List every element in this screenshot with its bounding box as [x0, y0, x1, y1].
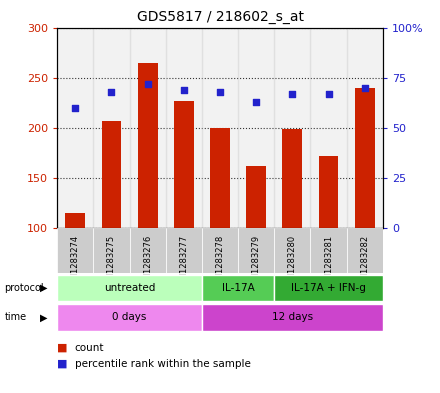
Bar: [57, 228, 93, 273]
Bar: [202, 304, 383, 331]
Text: GSM1283280: GSM1283280: [288, 235, 297, 291]
Text: ■: ■: [57, 358, 68, 369]
Bar: [129, 228, 166, 273]
Point: [72, 105, 79, 111]
Text: untreated: untreated: [104, 283, 155, 293]
Bar: [138, 62, 158, 228]
Text: GSM1283274: GSM1283274: [71, 235, 80, 291]
Bar: [102, 121, 121, 228]
Text: ▶: ▶: [40, 283, 47, 293]
Bar: [311, 228, 347, 273]
Bar: [311, 28, 347, 228]
Bar: [246, 166, 266, 228]
Bar: [93, 28, 129, 228]
Bar: [202, 228, 238, 273]
Point: [289, 90, 296, 97]
Text: GSM1283282: GSM1283282: [360, 235, 369, 291]
Text: ▶: ▶: [40, 312, 47, 322]
Text: time: time: [4, 312, 26, 322]
Text: GSM1283279: GSM1283279: [252, 235, 260, 291]
Point: [361, 84, 368, 91]
Bar: [166, 28, 202, 228]
Bar: [355, 88, 375, 228]
Bar: [274, 228, 311, 273]
Text: protocol: protocol: [4, 283, 44, 293]
Point: [108, 88, 115, 95]
Text: percentile rank within the sample: percentile rank within the sample: [75, 358, 251, 369]
Text: count: count: [75, 343, 104, 353]
Point: [144, 81, 151, 87]
Bar: [66, 213, 85, 228]
Bar: [57, 28, 93, 228]
Text: IL-17A + IFN-g: IL-17A + IFN-g: [291, 283, 366, 293]
Bar: [129, 28, 166, 228]
Point: [253, 99, 260, 105]
Text: GSM1283278: GSM1283278: [216, 235, 224, 291]
Bar: [202, 28, 238, 228]
Text: IL-17A: IL-17A: [222, 283, 254, 293]
Bar: [202, 275, 274, 301]
Bar: [282, 129, 302, 228]
Text: GSM1283281: GSM1283281: [324, 235, 333, 291]
Point: [325, 90, 332, 97]
Bar: [174, 101, 194, 228]
Bar: [274, 28, 311, 228]
Point: [180, 86, 187, 93]
Text: GSM1283275: GSM1283275: [107, 235, 116, 291]
Bar: [319, 156, 338, 228]
Text: GSM1283276: GSM1283276: [143, 235, 152, 291]
Point: [216, 88, 224, 95]
Text: ■: ■: [57, 343, 68, 353]
Bar: [93, 228, 129, 273]
Bar: [238, 228, 274, 273]
Text: 0 days: 0 days: [112, 312, 147, 322]
Bar: [57, 275, 202, 301]
Title: GDS5817 / 218602_s_at: GDS5817 / 218602_s_at: [136, 10, 304, 24]
Bar: [238, 28, 274, 228]
Text: GSM1283277: GSM1283277: [180, 235, 188, 291]
Bar: [57, 304, 202, 331]
Bar: [347, 228, 383, 273]
Text: 12 days: 12 days: [272, 312, 313, 322]
Bar: [274, 275, 383, 301]
Bar: [210, 128, 230, 228]
Bar: [166, 228, 202, 273]
Bar: [347, 28, 383, 228]
